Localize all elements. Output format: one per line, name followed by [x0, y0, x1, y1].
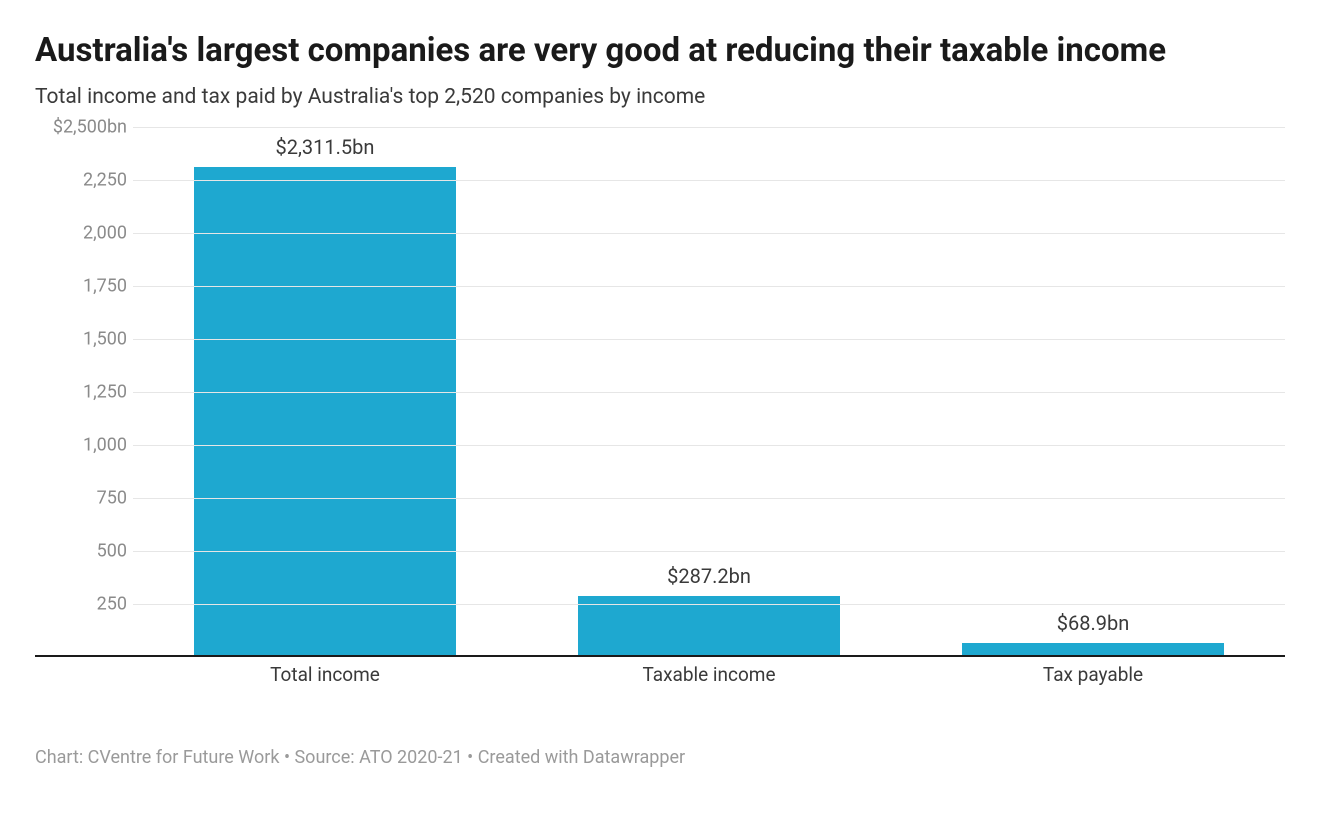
gridline [133, 127, 1285, 128]
y-tick-label: 1,500 [35, 329, 127, 350]
x-label: Taxable income [517, 663, 901, 686]
chart-subtitle: Total income and tax paid by Australia's… [35, 85, 1285, 109]
gridline [133, 180, 1285, 181]
x-label: Total income [133, 663, 517, 686]
gridline [133, 445, 1285, 446]
gridline [133, 286, 1285, 287]
y-tick-label: 500 [35, 541, 127, 562]
x-label: Tax payable [901, 663, 1285, 686]
y-tick-label: 750 [35, 488, 127, 509]
bar: $2,311.5bn [194, 167, 455, 657]
y-tick-label: 250 [35, 594, 127, 615]
y-tick-label: 1,000 [35, 435, 127, 456]
gridline [133, 233, 1285, 234]
gridline [133, 339, 1285, 340]
y-tick-label: 2,000 [35, 223, 127, 244]
chart-title: Australia's largest companies are very g… [35, 30, 1285, 71]
chart-area: $2,311.5bn$287.2bn$68.9bn $2,500bn2,2502… [35, 127, 1285, 697]
y-tick-label: 2,250 [35, 170, 127, 191]
y-tick-label: 1,250 [35, 382, 127, 403]
baseline [35, 655, 1285, 657]
x-axis-labels: Total incomeTaxable incomeTax payable [133, 663, 1285, 686]
chart-footer: Chart: CVentre for Future Work • Source:… [35, 747, 1285, 768]
y-tick-label: $2,500bn [35, 117, 127, 138]
gridline [133, 604, 1285, 605]
bar-value-label: $287.2bn [667, 564, 751, 588]
bar: $287.2bn [578, 596, 839, 657]
bar-value-label: $68.9bn [1057, 611, 1130, 635]
bar-value-label: $2,311.5bn [276, 135, 375, 159]
plot-region: $2,311.5bn$287.2bn$68.9bn $2,500bn2,2502… [35, 127, 1285, 657]
gridline [133, 392, 1285, 393]
gridline [133, 551, 1285, 552]
gridline [133, 498, 1285, 499]
y-tick-label: 1,750 [35, 276, 127, 297]
